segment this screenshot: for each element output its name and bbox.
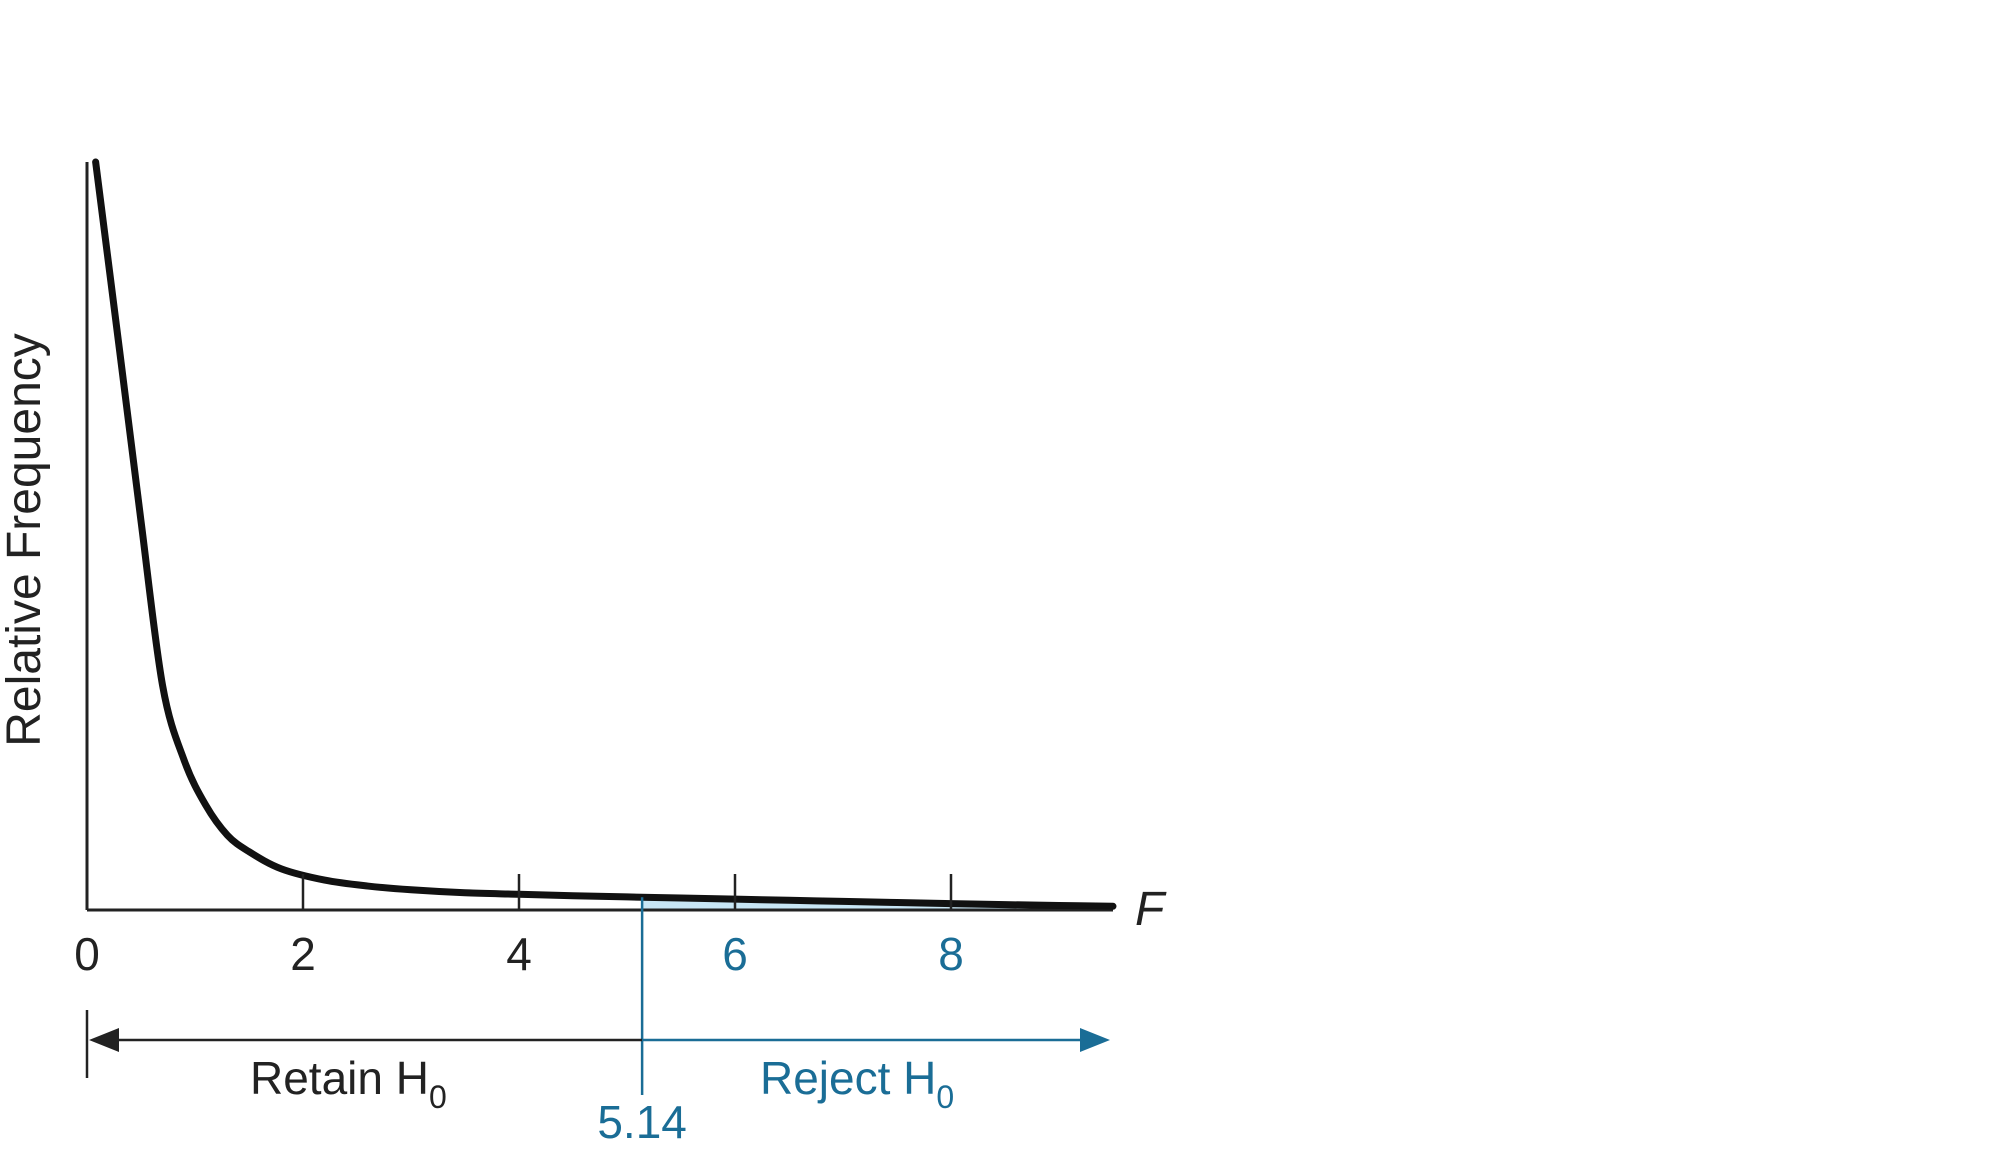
f-distribution-curve bbox=[92, 158, 1117, 910]
critical-value-label: 5.14 bbox=[597, 1096, 687, 1148]
reject-label-subscript: 0 bbox=[936, 1079, 954, 1115]
x-tick-label: 0 bbox=[74, 928, 100, 980]
curve-line bbox=[92, 158, 1117, 910]
y-axis-title: Relative Frequency bbox=[0, 333, 51, 747]
x-tick-label: 2 bbox=[290, 928, 316, 980]
reject-label-text: Reject H bbox=[760, 1052, 936, 1104]
retain-label-text: Retain H bbox=[250, 1052, 429, 1104]
reject-region-label: Reject H0 bbox=[760, 1052, 954, 1115]
reject-arrowhead bbox=[1080, 1028, 1110, 1052]
axes bbox=[85, 162, 1113, 912]
annotations bbox=[85, 897, 1110, 1095]
retain-label-subscript: 0 bbox=[429, 1079, 447, 1115]
retain-arrowhead bbox=[89, 1028, 119, 1052]
retain-region-label: Retain H0 bbox=[250, 1052, 447, 1115]
x-tick-label: 8 bbox=[938, 928, 964, 980]
x-axis-title: F bbox=[1135, 883, 1167, 936]
x-tick-label: 6 bbox=[722, 928, 748, 980]
x-tick-label: 4 bbox=[506, 928, 532, 980]
x-ticks: 0 2 4 6 8 bbox=[74, 874, 964, 980]
